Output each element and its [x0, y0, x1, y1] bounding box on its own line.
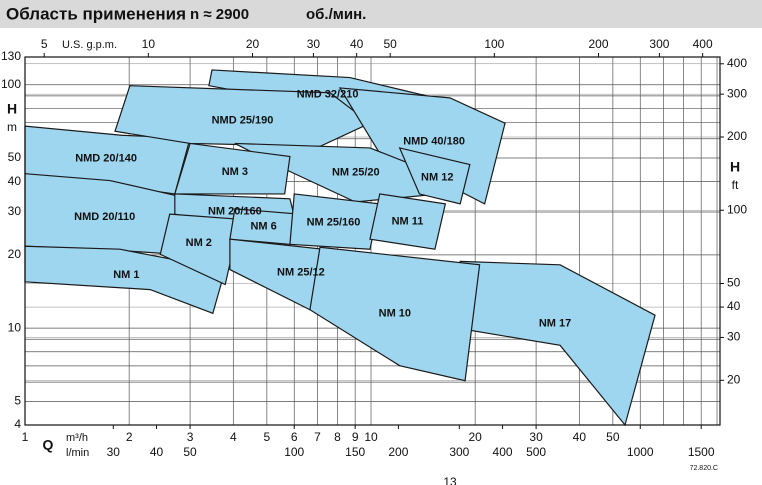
x-tick-label: 7	[314, 430, 321, 444]
x2-tick-label: 400	[693, 37, 713, 51]
region	[289, 193, 381, 250]
region	[398, 147, 471, 205]
region-label: NMD 40/180	[403, 136, 465, 148]
y-tick-label: 10	[8, 320, 22, 334]
y-tick-label: 130	[1, 49, 21, 63]
y2-tick-label: 40	[727, 299, 741, 313]
y-tick-label: 50	[8, 150, 22, 164]
region	[369, 193, 447, 250]
x-tick-label: 10	[364, 430, 378, 444]
x2-tick-label: 100	[484, 37, 504, 51]
region	[174, 142, 291, 195]
x3-tick-label: 300	[449, 445, 469, 459]
y-tick-label: 30	[8, 204, 22, 218]
x-tick-label: 4	[230, 430, 237, 444]
y2-tick-label: 30	[727, 330, 741, 344]
x2-tick-label: 40	[350, 37, 364, 51]
x-tick-label: 5	[264, 430, 271, 444]
speed: n ≈ 2900	[190, 6, 249, 23]
x3-tick-label: 50	[183, 445, 197, 459]
x-tick-label: 2	[126, 430, 133, 444]
y2-tick-label: 300	[727, 86, 747, 100]
x3-tick-label: 40	[150, 445, 164, 459]
y-tick-label: 20	[8, 247, 22, 261]
y2-tick-label: 100	[727, 202, 747, 216]
region-label: NM 12	[421, 171, 453, 183]
x-tick-label: 9	[352, 430, 359, 444]
region-label: NM 20/160	[208, 205, 262, 217]
region	[459, 260, 656, 427]
region-label: NM 3	[222, 166, 248, 178]
x3-tick-label: 100	[284, 445, 304, 459]
x3-tick-label: 30	[107, 445, 121, 459]
y2-tick-label: 50	[727, 276, 741, 290]
x2-tick-label: 200	[588, 37, 608, 51]
y-axis-label: H	[7, 101, 17, 117]
x2-tick-label: 300	[649, 37, 669, 51]
x2-axis-label: U.S. g.p.m.	[62, 39, 117, 51]
y-tick-label: 100	[1, 77, 21, 91]
y-tick-label: 40	[8, 174, 22, 188]
speed-unit: об./мин.	[306, 6, 366, 23]
x3-tick-label: 200	[388, 445, 408, 459]
x-tick-label: 1	[22, 430, 29, 444]
y-axis-unit: m	[7, 120, 17, 134]
x-tick-label: 50	[606, 430, 620, 444]
region	[159, 213, 241, 286]
x3-axis-unit: l/min	[66, 447, 89, 459]
x-axis-unit: m³/h	[66, 432, 88, 444]
x-axis-label: Q	[43, 437, 54, 453]
x-tick-label: 6	[291, 430, 298, 444]
y-tick-label: 4	[14, 417, 21, 431]
x2-tick-label: 10	[142, 37, 156, 51]
plot-frame	[24, 56, 721, 426]
x-tick-label: 30	[529, 430, 543, 444]
region-label: NM 11	[392, 215, 424, 227]
figure-code: 72.820.C	[690, 465, 718, 472]
region-label: NM 25/160	[307, 217, 361, 229]
y-tick-label: 5	[14, 394, 21, 408]
y2-axis-unit: ft	[732, 178, 739, 192]
chart-title: Область применения	[6, 4, 186, 23]
x3-tick-label: 500	[526, 445, 546, 459]
x-tick-label: 40	[573, 430, 587, 444]
x2-tick-label: 20	[246, 37, 260, 51]
y2-tick-label: 400	[727, 56, 747, 70]
x3-tick-label: 1500	[688, 445, 715, 459]
region-label: NMD 32/210	[297, 88, 359, 100]
x2-tick-label: 5	[41, 37, 48, 51]
y2-tick-label: 200	[727, 129, 747, 143]
y2-tick-label: 20	[727, 372, 741, 386]
region-label: NM 10	[379, 308, 411, 320]
region-label: NMD 25/190	[212, 114, 274, 126]
region-label: NM 6	[250, 221, 276, 233]
title-bar	[0, 0, 762, 28]
y2-axis-label: H	[730, 159, 740, 175]
x3-tick-label: 1000	[627, 445, 654, 459]
page-number: 13	[443, 475, 457, 485]
region-label: NM 25/20	[332, 167, 380, 179]
region-label: NMD 20/110	[74, 211, 135, 223]
region	[309, 246, 481, 382]
x3-tick-label: 150	[345, 445, 365, 459]
x-tick-label: 20	[468, 430, 482, 444]
x2-tick-label: 50	[384, 37, 398, 51]
region-label: NM 1	[113, 269, 139, 281]
x-tick-label: 8	[334, 430, 341, 444]
x-tick-label: 3	[187, 430, 194, 444]
x3-tick-label: 400	[493, 445, 513, 459]
region-label: NM 17	[539, 318, 571, 330]
x2-tick-label: 30	[307, 37, 321, 51]
region-label: NM 25/12	[277, 266, 325, 278]
region-label: NM 2	[186, 237, 212, 249]
region-label: NMD 20/140	[75, 152, 137, 164]
